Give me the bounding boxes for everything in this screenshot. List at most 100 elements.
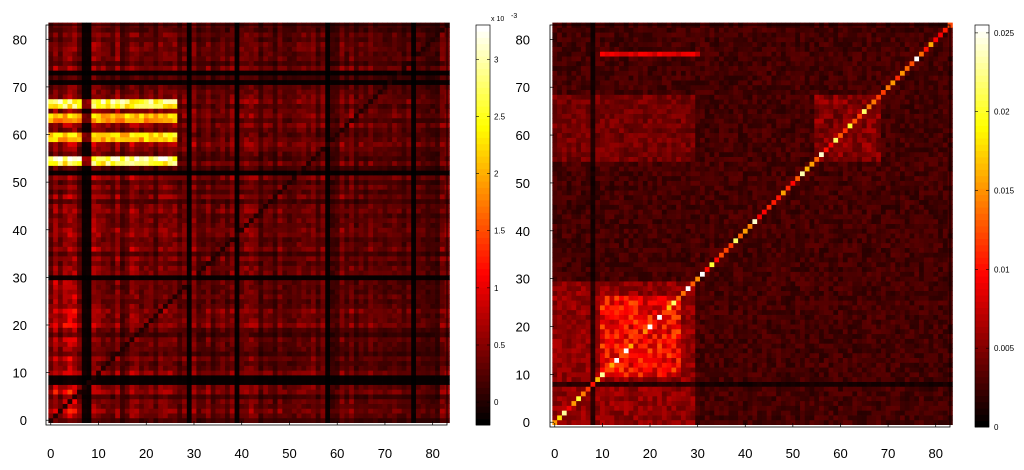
heatmap-cell	[134, 308, 140, 314]
heatmap-cell	[62, 146, 68, 152]
heatmap-cell	[124, 241, 130, 247]
heatmap-cell	[148, 303, 154, 309]
heatmap-cell	[349, 394, 355, 400]
heatmap-cell	[368, 194, 374, 200]
heatmap-cell	[401, 170, 407, 176]
heatmap-cell	[253, 294, 259, 300]
heatmap-cell	[110, 365, 116, 371]
heatmap-cell	[339, 336, 345, 343]
heatmap-cell	[291, 160, 298, 166]
heatmap-cell	[396, 222, 403, 228]
heatmap-cell	[205, 194, 212, 200]
heatmap-cell	[377, 227, 383, 233]
heatmap-cell	[57, 251, 64, 257]
heatmap-cell	[344, 213, 350, 219]
heatmap-cell	[53, 155, 59, 162]
heatmap-cell	[387, 408, 393, 414]
heatmap-cell	[435, 303, 441, 309]
heatmap-cell	[229, 294, 235, 300]
heatmap-cell	[334, 313, 340, 319]
heatmap-cell	[105, 346, 111, 352]
heatmap-cell	[310, 403, 317, 409]
heatmap-cell	[306, 222, 312, 228]
heatmap-cell	[382, 336, 388, 343]
heatmap-cell	[349, 246, 355, 252]
heatmap-cell	[401, 189, 407, 195]
heatmap-cell	[77, 194, 83, 200]
heatmap-cell	[430, 351, 436, 357]
heatmap-cell	[344, 151, 350, 157]
heatmap-cell	[244, 241, 250, 247]
heatmap-cell	[196, 217, 202, 224]
heatmap-cell	[210, 308, 216, 314]
heatmap-cell	[196, 417, 202, 424]
heatmap-cell	[315, 194, 321, 200]
heatmap-cell	[439, 255, 446, 262]
heatmap-cell	[201, 403, 207, 409]
heatmap-cell	[172, 403, 178, 409]
heatmap-cell	[162, 227, 169, 233]
heatmap-cell	[368, 394, 374, 400]
heatmap-cell	[72, 379, 78, 385]
heatmap-cell	[139, 270, 145, 276]
heatmap-cell	[67, 227, 73, 233]
heatmap-cell	[382, 346, 388, 352]
heatmap-cell	[57, 165, 64, 171]
heatmap-cell	[110, 279, 116, 285]
heatmap-cell	[115, 160, 121, 166]
heatmap-cell	[282, 279, 288, 285]
heatmap-cell	[196, 160, 202, 166]
heatmap-cell	[439, 165, 446, 171]
heatmap-cell	[425, 355, 431, 362]
heatmap-cell	[205, 241, 212, 247]
heatmap-cell	[143, 184, 150, 190]
heatmap-cell	[392, 313, 398, 319]
heatmap-cell	[186, 303, 192, 309]
heatmap-cell	[139, 394, 145, 400]
heatmap-cell	[373, 365, 379, 371]
heatmap-cell	[272, 403, 278, 409]
heatmap-cell	[162, 203, 169, 209]
heatmap-cell	[53, 165, 59, 171]
heatmap-cell	[296, 232, 302, 238]
heatmap-cell	[349, 227, 355, 233]
heatmap-cell	[411, 232, 417, 238]
heatmap-cell	[110, 175, 116, 181]
heatmap-cell	[358, 275, 364, 281]
heatmap-cell	[86, 165, 92, 171]
heatmap-cell	[277, 194, 283, 200]
heatmap-cell	[96, 217, 102, 224]
heatmap-cell	[253, 308, 259, 314]
heatmap-cell	[339, 246, 345, 252]
heatmap-cell	[72, 255, 78, 262]
heatmap-cell	[220, 408, 226, 414]
heatmap-cell	[263, 208, 269, 214]
heatmap-cell	[296, 241, 302, 247]
heatmap-cell	[377, 198, 383, 204]
heatmap-cell	[253, 413, 259, 419]
heatmap-cell	[334, 146, 340, 152]
heatmap-cell	[153, 179, 159, 185]
heatmap-cell	[119, 408, 126, 414]
heatmap-cell	[387, 260, 393, 266]
heatmap-cell	[301, 336, 307, 343]
heatmap-cell	[72, 160, 78, 166]
heatmap-cell	[253, 146, 259, 152]
heatmap-cell	[91, 136, 97, 143]
heatmap-cell	[377, 236, 383, 243]
heatmap-cell	[334, 260, 340, 266]
heatmap-cell	[229, 227, 235, 233]
heatmap-cell	[282, 155, 288, 162]
heatmap-cell	[124, 208, 130, 214]
heatmap-cell	[248, 155, 255, 162]
heatmap-cell	[158, 179, 164, 185]
heatmap-cell	[435, 298, 441, 304]
heatmap-cell	[172, 389, 178, 395]
heatmap-cell	[134, 408, 140, 414]
heatmap-cell	[306, 275, 312, 281]
heatmap-cell	[172, 251, 178, 257]
heatmap-cell	[229, 241, 235, 247]
heatmap-cell	[124, 298, 130, 304]
heatmap-cell	[72, 398, 78, 404]
heatmap-cell	[220, 332, 226, 338]
